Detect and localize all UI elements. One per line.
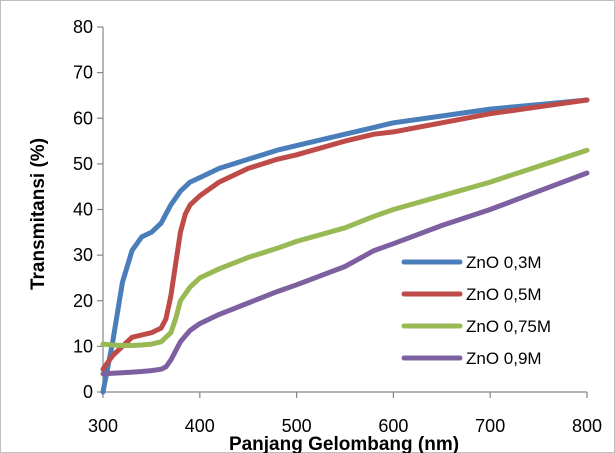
x-axis-title: Panjang Gelombang (nm) <box>229 434 459 453</box>
y-tick-label: 50 <box>73 154 93 174</box>
x-tick-label: 500 <box>282 416 312 436</box>
series-layer <box>100 97 590 395</box>
x-tick-label: 400 <box>185 416 215 436</box>
legend-label-1: ZnO 0,3M <box>466 253 542 272</box>
y-tick-label: 30 <box>73 245 93 265</box>
y-tick-label: 0 <box>83 382 93 402</box>
x-tick-label: 800 <box>572 416 602 436</box>
legend-label-4: ZnO 0,9M <box>466 349 542 368</box>
x-tick-label: 700 <box>475 416 505 436</box>
series-line-4 <box>100 170 590 377</box>
y-tick-label: 40 <box>73 200 93 220</box>
series-line-1 <box>100 97 590 395</box>
y-tick-label: 70 <box>73 63 93 83</box>
legend-label-2: ZnO 0,5M <box>466 285 542 304</box>
series-line-2 <box>100 97 590 372</box>
x-tick-label: 300 <box>88 416 118 436</box>
x-ticks: 300 400 500 600 700 800 <box>88 392 602 436</box>
legend: ZnO 0,3M ZnO 0,5M ZnO 0,75M ZnO 0,9M <box>401 253 551 368</box>
y-tick-label: 60 <box>73 108 93 128</box>
legend-label-3: ZnO 0,75M <box>466 317 551 336</box>
series-line-3 <box>100 147 590 348</box>
y-ticks: 0 10 20 30 40 50 60 70 80 <box>73 17 103 402</box>
x-tick-label: 600 <box>378 416 408 436</box>
y-tick-label: 80 <box>73 17 93 37</box>
y-tick-label: 10 <box>73 336 93 356</box>
y-tick-label: 20 <box>73 291 93 311</box>
y-axis-title: Transmitansi (%) <box>28 138 49 290</box>
